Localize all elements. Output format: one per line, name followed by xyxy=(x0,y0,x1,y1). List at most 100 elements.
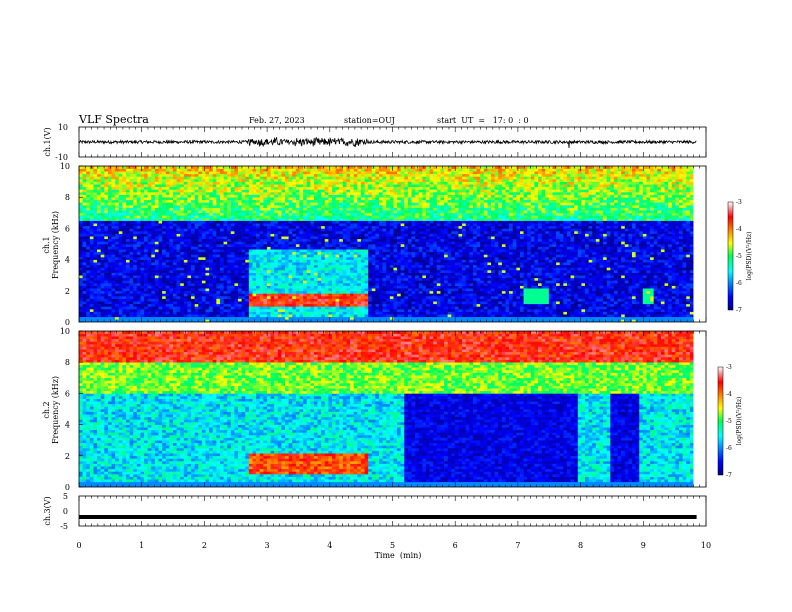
spectrogram-cell xyxy=(100,228,105,232)
spectrogram-cell xyxy=(303,171,308,175)
spectrogram-cell xyxy=(115,283,120,286)
spectrogram-cell xyxy=(169,194,174,198)
spectrogram-cell xyxy=(191,262,195,266)
spectrogram-cell xyxy=(172,225,177,229)
spectrogram-cell xyxy=(335,288,340,292)
spectrogram-cell xyxy=(241,311,246,315)
spectrogram-cell xyxy=(118,215,123,219)
spectrogram-cell xyxy=(162,309,167,312)
spectrogram-cell xyxy=(194,189,199,193)
spectrogram-cell xyxy=(169,186,174,190)
spectrogram-cell xyxy=(310,270,315,273)
spectrogram-cell xyxy=(245,249,250,253)
spectrogram-cell xyxy=(274,319,279,322)
spectrogram-cell xyxy=(97,306,101,310)
spectrogram-cell xyxy=(223,233,228,237)
spectrogram-cell xyxy=(93,205,98,208)
spectrogram-cell xyxy=(133,251,138,255)
spectrogram-cell xyxy=(151,267,156,271)
spectrogram-cell xyxy=(295,225,300,229)
spectrogram-cell xyxy=(292,225,297,229)
spectrogram-cell xyxy=(288,319,293,322)
spectrogram-cell xyxy=(82,298,87,302)
spectrogram-cell xyxy=(332,238,336,242)
spectrogram-cell xyxy=(321,314,326,318)
spectrogram-cell xyxy=(82,311,87,315)
spectrogram-cell xyxy=(313,316,318,320)
spectrogram-cell xyxy=(86,267,91,271)
spectrogram-cell xyxy=(172,220,177,224)
spectrogram-cell xyxy=(151,218,156,221)
spectrogram-cell xyxy=(151,251,156,255)
spectrogram-cell xyxy=(238,205,242,208)
spectrogram-cell xyxy=(306,311,311,315)
spectrogram-cell xyxy=(303,309,308,312)
spectrogram-cell xyxy=(266,205,271,208)
spectrogram-cell xyxy=(180,215,185,219)
spectrogram-cell xyxy=(144,218,148,221)
spectrogram-cell xyxy=(252,311,257,315)
spectrogram-cell xyxy=(342,220,347,224)
spectrogram-cell xyxy=(97,202,101,206)
spectrogram-cell xyxy=(285,192,289,195)
spectrogram-cell xyxy=(299,316,304,320)
spectrogram-cell xyxy=(97,236,101,240)
spectrogram-cell xyxy=(259,194,264,198)
spectrogram-cell xyxy=(332,228,336,232)
spectrogram-cell xyxy=(209,272,214,276)
spectrogram-cell xyxy=(227,233,232,237)
spectrogram-cell xyxy=(360,270,365,273)
spectrogram-cell xyxy=(295,277,300,281)
spectrogram-cell xyxy=(147,184,152,188)
spectrogram-cell xyxy=(227,181,232,185)
spectrogram-cell xyxy=(299,173,304,177)
spectrogram-cell xyxy=(328,246,333,250)
spectrogram-cell xyxy=(317,246,322,250)
spectrogram-cell xyxy=(274,215,279,219)
spectrogram-cell xyxy=(263,223,268,227)
spectrogram-cell xyxy=(144,179,148,182)
ch1-spectrogram-image xyxy=(79,166,706,322)
spectrogram-cell xyxy=(364,231,369,234)
spectrogram-cell xyxy=(169,205,174,208)
spectrogram-cell xyxy=(187,184,192,188)
spectrogram-cell xyxy=(353,309,358,312)
spectrogram-cell xyxy=(332,212,336,216)
spectrogram-cell xyxy=(118,306,123,310)
spectrogram-cell xyxy=(346,189,351,193)
spectrogram-cell xyxy=(277,184,282,188)
spectrogram-cell xyxy=(129,303,134,307)
spectrogram-cell xyxy=(241,277,246,281)
spectrogram-cell xyxy=(324,231,329,234)
spectrogram-cell xyxy=(180,272,185,276)
spectrogram-cell xyxy=(321,270,326,273)
spectrogram-cell xyxy=(350,290,354,294)
spectrogram-cell xyxy=(107,303,112,307)
spectrogram-cell xyxy=(212,262,217,266)
spectrogram-cell xyxy=(339,283,344,286)
spectrogram-cell xyxy=(317,251,322,255)
spectrogram-cell xyxy=(86,231,91,234)
spectrogram-cell xyxy=(140,238,145,242)
spectrogram-cell xyxy=(89,212,94,216)
spectrogram-cell xyxy=(357,192,362,195)
spectrogram-cell xyxy=(165,197,170,201)
spectrogram-cell xyxy=(245,199,250,203)
spectrogram-cell xyxy=(259,249,264,253)
spectrogram-cell xyxy=(303,223,308,227)
spectrogram-cell xyxy=(154,192,159,195)
spectrogram-cell xyxy=(266,280,271,284)
spectrogram-cell xyxy=(79,238,83,242)
spectrogram-cell xyxy=(303,272,308,276)
spectrogram-cell xyxy=(303,194,308,198)
spectrogram-cell xyxy=(248,171,253,175)
spectrogram-cell xyxy=(277,179,282,182)
spectrogram-cell xyxy=(205,288,210,292)
spectrogram-cell xyxy=(169,181,174,185)
spectrogram-cell xyxy=(324,192,329,195)
spectrogram-cell xyxy=(147,168,152,172)
spectrogram-cell xyxy=(107,259,112,263)
spectrogram-cell xyxy=(245,246,250,250)
spectrogram-cell xyxy=(285,168,289,172)
spectrogram-cell xyxy=(187,306,192,310)
